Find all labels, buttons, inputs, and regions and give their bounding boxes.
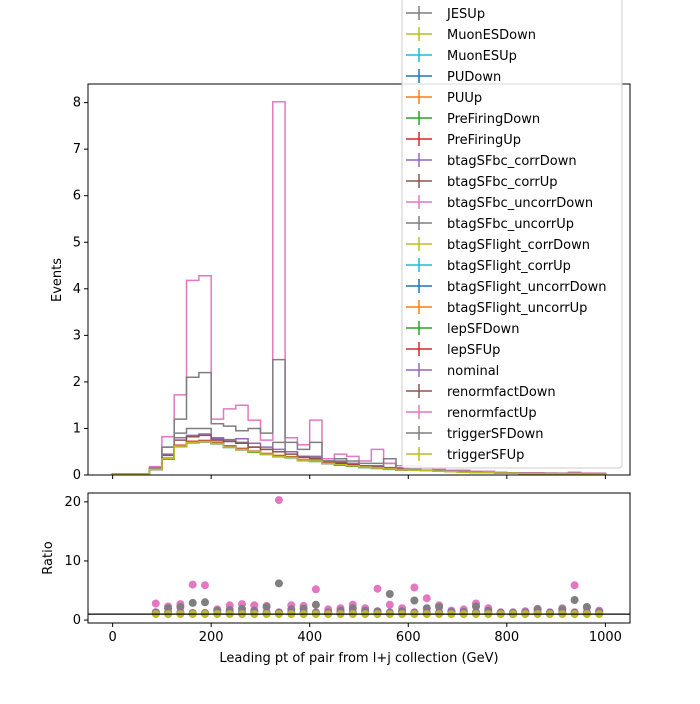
legend-label: JESUp — [446, 7, 485, 22]
legend-item: JESUp — [406, 6, 485, 22]
legend-label: lepSFDown — [447, 322, 519, 337]
ratio-point-btagSFbc_uncorrDown — [151, 599, 160, 608]
legend-label: renormfactDown — [447, 385, 556, 400]
legend-item: lepSFUp — [406, 342, 500, 358]
legend-items: JESUp MuonESDown MuonESUp PUDown PUUp PreFiri… — [406, 6, 607, 463]
ratio-x-tick-label: 400 — [297, 630, 322, 645]
legend-item: PUUp — [406, 90, 482, 106]
legend-label: btagSFbc_uncorrUp — [447, 217, 574, 232]
main-x-ticks — [112, 475, 606, 479]
legend-label: btagSFbc_corrUp — [447, 175, 558, 190]
ratio-point-btagSFbc_uncorrDown — [385, 600, 394, 609]
legend-label: btagSFlight_uncorrDown — [447, 280, 607, 295]
main-frame — [87, 83, 631, 476]
ratio-point-btagSFbc_uncorrUp — [201, 598, 209, 607]
legend-item: PreFiringUp — [406, 132, 521, 148]
main-panel: 0 1 2 3 4 5 6 7 8 Events — [50, 83, 631, 483]
ratio-x-tick-label: 800 — [494, 630, 519, 645]
legend-label: renormfactUp — [447, 406, 537, 421]
legend-label: MuonESUp — [447, 49, 517, 64]
legend-item: PreFiringDown — [406, 111, 540, 127]
ratio-y-tick-label: 0 — [73, 613, 81, 628]
legend-item: MuonESUp — [406, 48, 517, 64]
main-y-tick-label: 1 — [73, 421, 81, 436]
ratio-point-btagSFbc_uncorrDown — [274, 496, 283, 505]
ratio-point-btagSFbc_uncorrDown — [410, 583, 419, 592]
legend-label: PreFiringDown — [447, 112, 540, 127]
legend-item: btagSFbc_corrUp — [406, 174, 558, 190]
legend-item: btagSFlight_corrDown — [406, 237, 590, 253]
legend-label: nominal — [447, 364, 499, 379]
ratio-point-btagSFbc_uncorrUp — [188, 598, 197, 607]
ratio-frame — [87, 492, 631, 624]
ratio-point-btagSFbc_uncorrUp — [274, 579, 283, 588]
ratio-point-btagSFbc_uncorrDown — [311, 585, 320, 594]
legend-item: renormfactUp — [406, 405, 537, 421]
main-y-tick-label: 0 — [73, 468, 81, 483]
legend-item: nominal — [406, 363, 499, 379]
legend-item: btagSFlight_corrUp — [406, 258, 571, 274]
main-y-tick-label: 4 — [73, 282, 81, 297]
main-y-tick-label: 3 — [73, 328, 81, 343]
legend-label: btagSFlight_corrDown — [447, 238, 590, 253]
ratio-panel: 0 10 20 0 200 400 600 800 1000 Ratio Leading pt… — [41, 492, 631, 666]
legend-item: renormfactDown — [406, 384, 556, 400]
legend-label: PreFiringUp — [447, 133, 521, 148]
legend-item: btagSFbc_corrDown — [406, 153, 577, 169]
ratio-x-tick-label: 0 — [108, 630, 116, 645]
legend-label: triggerSFUp — [447, 448, 524, 463]
main-y-tick-label: 2 — [73, 375, 81, 390]
legend-item: btagSFbc_uncorrUp — [406, 216, 574, 232]
legend-item: btagSFlight_uncorrUp — [406, 300, 587, 316]
x-axis-label: Leading pt of pair from l+j collection (… — [219, 651, 498, 666]
legend-item: triggerSFUp — [406, 447, 524, 463]
ratio-point-btagSFbc_uncorrDown — [188, 580, 197, 589]
legend-item: PUDown — [406, 69, 501, 85]
ratio-point-btagSFbc_uncorrUp — [570, 596, 579, 604]
legend-label: btagSFlight_corrUp — [447, 259, 571, 274]
legend-box — [401, 0, 623, 469]
ratio-point-btagSFbc_uncorrDown — [570, 581, 579, 590]
legend-label: MuonESDown — [447, 28, 536, 43]
ratio-y-tick-label: 10 — [64, 554, 81, 569]
ratio-y-tick-label: 20 — [64, 495, 81, 510]
legend-item: triggerSFDown — [406, 426, 543, 442]
ratio-point-btagSFbc_uncorrUp — [410, 596, 419, 605]
legend-item: lepSFDown — [406, 321, 519, 337]
ratio-point-btagSFbc_uncorrUp — [311, 600, 320, 609]
legend-item: btagSFbc_uncorrDown — [406, 195, 593, 211]
main-y-tick-label: 6 — [73, 189, 81, 204]
legend: JESUp MuonESDown MuonESUp PUDown PUUp PreFiri… — [401, 0, 623, 469]
main-y-tick-label: 5 — [73, 235, 81, 250]
ratio-point-btagSFbc_uncorrDown — [422, 594, 431, 603]
main-histograms — [111, 100, 607, 475]
main-y-tick-label: 8 — [73, 96, 81, 111]
legend-label: triggerSFDown — [447, 427, 543, 442]
legend-label: btagSFlight_uncorrUp — [447, 301, 587, 316]
ratio-point-btagSFbc_uncorrUp — [385, 590, 394, 598]
legend-label: PUDown — [447, 70, 501, 85]
legend-label: btagSFbc_uncorrDown — [447, 196, 593, 211]
main-y-tick-label: 7 — [73, 142, 81, 157]
ratio-point-btagSFbc_uncorrUp — [472, 602, 480, 611]
main-y-axis-label: Events — [50, 258, 65, 302]
ratio-y-ticks: 0 10 20 — [64, 495, 88, 628]
hist-series-triggerSFUp — [111, 440, 607, 475]
ratio-x-ticks: 0 200 400 600 800 1000 — [108, 623, 622, 645]
ratio-y-axis-label: Ratio — [41, 541, 56, 574]
main-y-ticks: 0 1 2 3 4 5 6 7 8 — [73, 96, 88, 483]
ratio-x-tick-label: 600 — [396, 630, 421, 645]
legend-label: PUUp — [447, 91, 482, 106]
legend-item: MuonESDown — [406, 27, 536, 43]
ratio-point-btagSFbc_uncorrDown — [201, 581, 209, 590]
ratio-x-tick-label: 200 — [199, 630, 224, 645]
legend-item: btagSFlight_uncorrDown — [406, 279, 607, 295]
ratio-x-tick-label: 1000 — [589, 630, 622, 645]
legend-label: btagSFbc_corrDown — [447, 154, 577, 169]
ratio-point-btagSFbc_uncorrDown — [373, 584, 382, 593]
legend-label: lepSFUp — [447, 343, 500, 358]
